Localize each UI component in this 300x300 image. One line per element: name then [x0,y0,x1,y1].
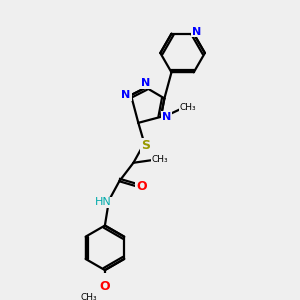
Text: N: N [141,78,151,88]
Text: N: N [192,26,202,37]
Text: CH₃: CH₃ [152,155,168,164]
Text: O: O [100,280,110,293]
Text: S: S [141,140,150,152]
Text: N: N [162,112,172,122]
Text: HN: HN [94,197,111,207]
Text: CH₃: CH₃ [80,293,97,300]
Text: N: N [122,90,131,100]
Text: CH₃: CH₃ [180,103,196,112]
Text: O: O [136,180,147,193]
